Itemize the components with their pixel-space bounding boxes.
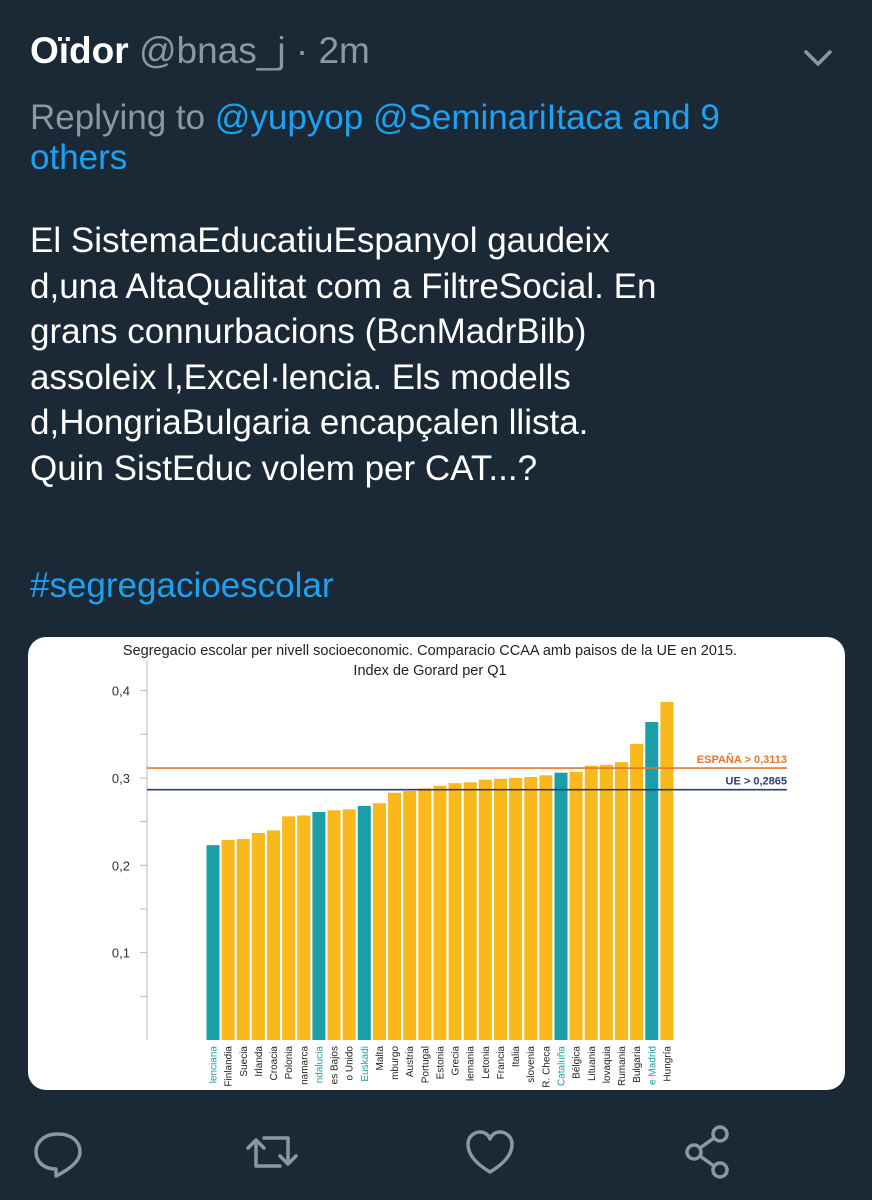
bar [478, 779, 492, 1040]
text-line: Quin SistEduc volem per CAT...? [30, 448, 538, 488]
bar [403, 791, 417, 1040]
bar [463, 782, 477, 1040]
like-icon[interactable] [466, 1130, 514, 1174]
bar [493, 778, 507, 1040]
x-tick-label: slovenia [526, 1046, 537, 1083]
x-tick-label: Bélgica [572, 1046, 583, 1079]
bar [615, 762, 629, 1040]
bar [524, 777, 538, 1040]
x-tick-label: es Bajos [330, 1046, 341, 1084]
bar [251, 832, 265, 1040]
reply-line: Replying to @yupyop @SeminariItaca and 9… [30, 98, 820, 178]
text-line: assoleix l,Excel·lencia. Els modells [30, 357, 571, 397]
bar [630, 743, 644, 1040]
x-tick-label: Suecia [239, 1046, 250, 1077]
x-tick-label: Italia [511, 1046, 522, 1068]
y-tick-label: 0,1 [112, 946, 130, 961]
x-tick-label: Bulgaria [632, 1046, 643, 1083]
menu-chevron[interactable] [800, 44, 836, 72]
x-tick-label: namarca [299, 1046, 310, 1085]
bar [221, 839, 235, 1040]
reply-icon[interactable] [34, 1132, 82, 1178]
bar [357, 805, 371, 1040]
x-tick-label: Euskadi [360, 1046, 371, 1082]
tweet-header: Oïdor @bnas_j · 2m [30, 30, 370, 72]
x-tick-label: lovaquia [602, 1046, 613, 1084]
chart-image[interactable]: Segregacio escolar per nivell socioecono… [28, 637, 845, 1090]
time: 2m [318, 30, 370, 71]
bar [267, 830, 281, 1040]
share-icon[interactable] [685, 1125, 729, 1179]
x-tick-label: Portugal [420, 1046, 431, 1083]
x-tick-label: R. Checa [541, 1046, 552, 1088]
y-tick-label: 0,4 [112, 684, 130, 699]
handle[interactable]: @bnas_j [138, 30, 286, 71]
bar [312, 812, 326, 1040]
x-tick-label: mburgo [390, 1046, 401, 1080]
bar [236, 839, 250, 1040]
bar [342, 809, 356, 1040]
retweet-icon[interactable] [246, 1136, 298, 1168]
x-tick-label: Grecia [451, 1046, 462, 1076]
others[interactable]: and 9 others [30, 98, 720, 177]
chart-subtitle: Index de Gorard per Q1 [353, 663, 506, 679]
x-tick-label: Francia [496, 1046, 507, 1080]
bar [569, 771, 583, 1040]
bar [645, 722, 659, 1040]
x-tick-label: Irlanda [254, 1046, 265, 1077]
y-tick-label: 0,2 [112, 858, 130, 873]
x-tick-label: Croacia [269, 1046, 280, 1081]
x-tick-label: Estonia [435, 1046, 446, 1080]
x-tick-label: Hungría [662, 1046, 673, 1082]
x-tick-label: ndalucia [314, 1046, 325, 1084]
bar [554, 772, 568, 1040]
bar [388, 792, 402, 1040]
mention[interactable]: @SeminariItaca [372, 98, 623, 137]
bar [327, 810, 341, 1040]
text-line: El SistemaEducatiuEspanyol gaudeix [30, 221, 610, 260]
reply-prefix: Replying to [30, 98, 206, 137]
text-line: d,una AltaQualitat com a FiltreSocial. E… [30, 266, 657, 306]
tweet-text: El SistemaEducatiuEspanyol gaudeix d,una … [30, 218, 656, 491]
x-tick-label: Polonia [284, 1046, 295, 1080]
x-tick-label: Cataluña [556, 1046, 567, 1086]
x-tick-label: Austria [405, 1046, 416, 1078]
bar [539, 775, 553, 1040]
x-tick-label: Letonia [481, 1046, 492, 1079]
x-tick-label: lemania [466, 1046, 477, 1081]
separator: · [295, 30, 309, 71]
text-line: grans connurbacions (BcnMadrBilb) [30, 312, 587, 351]
chart: Segregacio escolar per nivell socioecono… [112, 643, 787, 1088]
bar [509, 777, 523, 1040]
x-tick-label: Rumania [617, 1046, 628, 1086]
mention[interactable]: @yupyop [214, 98, 364, 137]
bar [433, 785, 447, 1040]
y-tick-label: 0,3 [112, 771, 130, 786]
x-tick-label: Malta [375, 1046, 386, 1071]
action-bar [34, 1125, 729, 1179]
bar [297, 815, 311, 1040]
user-name[interactable]: Oïdor [30, 30, 129, 71]
hashtag[interactable]: #segregacioescolar [30, 566, 334, 605]
chart-title: Segregacio escolar per nivell socioecono… [123, 643, 737, 659]
bar [448, 783, 462, 1040]
reference-label: ESPAÑA > 0,3113 [697, 753, 787, 766]
bar [282, 816, 296, 1040]
x-tick-label: o Unido [345, 1046, 356, 1081]
bar [206, 845, 220, 1040]
bar [599, 764, 613, 1040]
x-tick-label: e Madrid [647, 1046, 658, 1085]
reference-label: UE > 0,2865 [726, 776, 787, 788]
x-tick-label: Finlandia [224, 1046, 235, 1087]
text-line: d,HongriaBulgaria encapçalen llista. [30, 403, 589, 442]
bar [584, 765, 598, 1040]
x-tick-label: lenciana [209, 1046, 220, 1084]
bar [372, 803, 386, 1040]
x-tick-label: Lituania [587, 1046, 598, 1081]
bar [660, 701, 674, 1040]
bar [418, 788, 432, 1040]
